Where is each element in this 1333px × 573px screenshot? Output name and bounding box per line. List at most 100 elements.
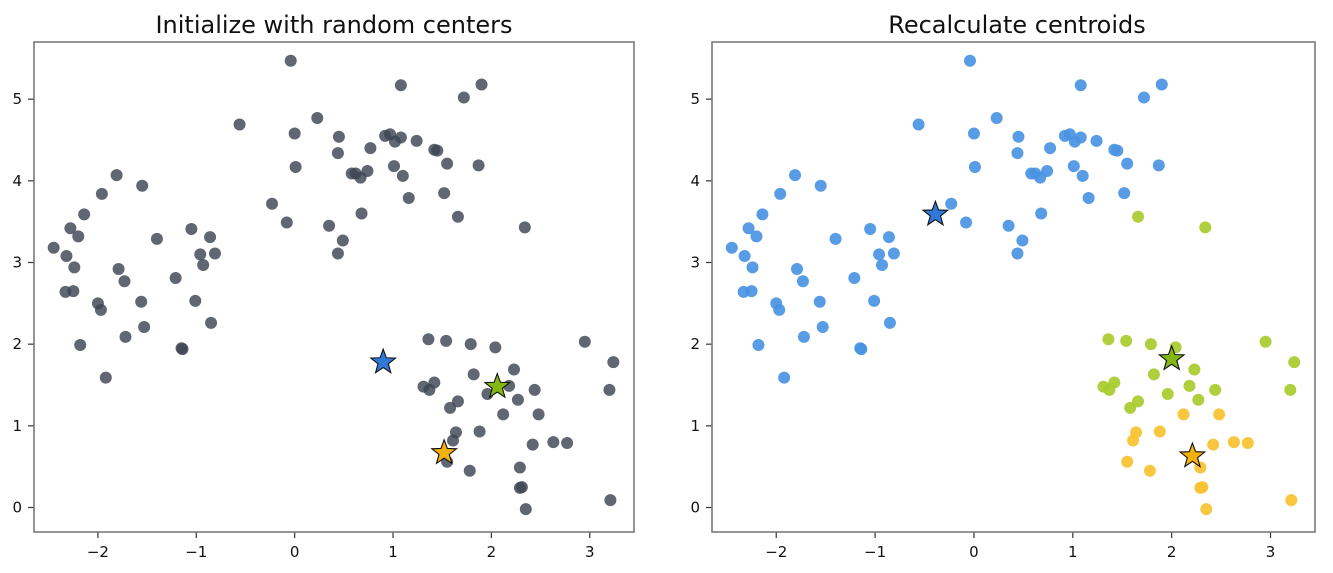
scatter-point [513,461,526,474]
scatter-point [94,303,107,316]
scatter-point [449,426,462,439]
scatter-point-blue [1011,247,1024,260]
marks-left [47,54,620,516]
marks-right [725,54,1301,516]
scatter-point-blue [796,275,809,288]
scatter-point-blue [750,230,763,243]
scatter-point-blue [887,247,900,260]
scatter-point-green [1288,356,1301,369]
scatter-point [266,197,279,210]
scatter-point [110,169,123,182]
scatter-point-blue [1074,79,1087,92]
scatter-point [444,401,457,414]
axes-frame-right [711,41,1316,533]
scatter-point [431,144,444,157]
scatter-point [428,376,441,389]
scatter-point-blue [848,272,861,285]
scatter-point-blue [882,231,895,244]
y-tick-label: 5 [12,90,22,108]
scatter-point [138,321,151,334]
scatter-point [208,247,221,260]
x-tick-label: 0 [969,543,979,561]
scatter-point-green [1132,395,1145,408]
scatter-point-blue [814,179,827,192]
scatter-point [280,216,293,229]
center-star-icon [1157,344,1186,371]
scatter-point [185,223,198,236]
scatter-point [176,343,189,356]
scatter-point-yellow [1177,408,1190,421]
scatter-point-yellow [1241,436,1254,449]
scatter-point-blue [738,249,751,262]
scatter-point-blue [990,111,1003,124]
scatter-point [336,234,349,247]
scatter-point [205,316,218,329]
scatter-point [463,464,476,477]
scatter-point [441,157,454,170]
scatter-point [604,494,617,507]
scatter-point-blue [968,160,981,173]
y-tick-label: 5 [690,90,700,108]
scatter-point [288,127,301,140]
scatter-point [451,210,464,223]
x-tick-label: 1 [1068,543,1078,561]
scatter-point-blue [1155,78,1168,91]
scatter-point [189,294,202,307]
scatter-point-blue [746,261,759,274]
scatter-point [457,91,470,104]
scatter-point [607,356,620,369]
center-star-icon [1178,441,1207,468]
scatter-point-blue [1082,191,1095,204]
x-tick-label: −1 [864,543,886,561]
scatter-point-blue [742,222,755,235]
scatter-point [532,408,545,421]
center-star-icon [483,372,512,399]
x-tick-label: 1 [388,543,398,561]
scatter-point [603,383,616,396]
scatter-point [60,249,73,262]
scatter-point-blue [967,127,980,140]
scatter-point-green [1132,210,1145,223]
scatter-point-yellow [1121,455,1134,468]
scatter-point-blue [1152,159,1165,172]
scatter-point-blue [855,343,868,356]
scatter-point-green [1284,383,1297,396]
scatter-point-blue [883,316,896,329]
scatter-point-blue [1074,131,1087,144]
scatter-point-blue [756,208,769,221]
scatter-point [561,436,574,449]
scatter-point [332,130,345,143]
scatter-point-green [1161,387,1174,400]
scatter-point-green [1183,379,1196,392]
x-tick-label: −1 [185,543,207,561]
center-star-icon [430,438,459,465]
scatter-point-blue [778,371,791,384]
center-star-icon [921,199,950,227]
scatter-point [99,371,112,384]
scatter-point [311,111,324,124]
scatter-point-blue [1076,169,1089,182]
scatter-point-yellow [1285,494,1298,507]
scatter-point-blue [1137,91,1150,104]
scatter-point [364,142,377,155]
scatter-point [467,368,480,381]
scatter-point-blue [1111,144,1124,157]
scatter-point [289,160,302,173]
scatter-point [489,341,502,354]
ticks-left: −2 −1 0 1 2 3 0 1 2 3 4 5 [12,90,594,561]
scatter-point-yellow [1207,438,1220,451]
scatter-point-green [1144,338,1157,351]
scatter-point [204,231,217,244]
scatter-point [47,241,60,254]
scatter-point-yellow [1130,426,1143,439]
scatter-point [451,395,464,408]
scatter-point [519,503,532,516]
scatter-point [526,438,539,451]
scatter-point [197,258,210,271]
scatter-point [508,363,520,376]
scatter-point-yellow [1196,481,1209,494]
scatter-point [68,261,81,274]
scatter-point [394,79,407,92]
scatter-point [402,191,415,204]
